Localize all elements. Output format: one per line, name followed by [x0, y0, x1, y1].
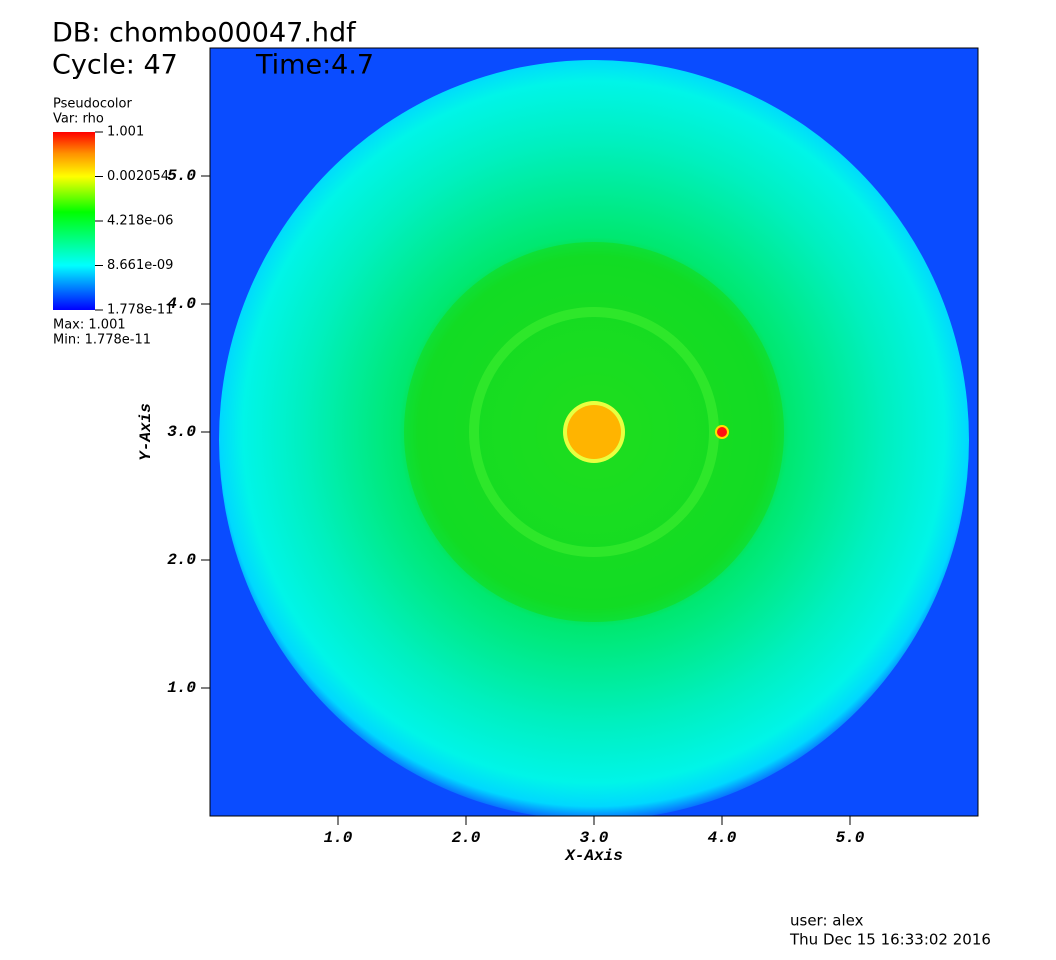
cycle: Cycle: 47 — [52, 50, 178, 81]
y-axis-label: Y-Axis — [137, 403, 155, 461]
colorbar — [53, 132, 95, 310]
x-tick-label: 2.0 — [452, 829, 481, 847]
y-tick-label: 4.0 — [167, 295, 196, 313]
colorbar-tick-label: 1.001 — [107, 125, 144, 140]
min-text: Min: 1.778e-11 — [53, 333, 151, 348]
colorbar-tick-label: 4.218e-06 — [107, 214, 173, 229]
spiral-ring — [469, 307, 719, 557]
colorbar-tick-label: 0.002054 — [107, 169, 169, 184]
field — [210, 48, 978, 816]
x-tick-label: 3.0 — [580, 829, 609, 847]
timestamp: Thu Dec 15 16:33:02 2016 — [789, 931, 991, 949]
colorbar-tick-label: 1.778e-11 — [107, 303, 173, 318]
time: Time:4.7 — [255, 50, 374, 81]
max-text: Max: 1.001 — [53, 318, 126, 333]
plot-name: Pseudocolor — [53, 97, 132, 112]
colorbar-tick-label: 8.661e-09 — [107, 258, 173, 273]
y-tick-label: 3.0 — [167, 423, 196, 441]
x-tick-label: 4.0 — [708, 829, 737, 847]
star — [567, 405, 621, 459]
user: user: alex — [790, 912, 864, 930]
x-tick-label: 1.0 — [324, 829, 353, 847]
y-tick-label: 5.0 — [167, 167, 196, 185]
y-tick-label: 2.0 — [167, 551, 196, 569]
title: DB: chombo00047.hdf — [52, 18, 357, 49]
y-tick-label: 1.0 — [167, 679, 196, 697]
variable: Var: rho — [53, 112, 104, 127]
x-axis-label: X-Axis — [564, 847, 623, 865]
planet — [717, 427, 727, 437]
x-tick-label: 5.0 — [836, 829, 865, 847]
